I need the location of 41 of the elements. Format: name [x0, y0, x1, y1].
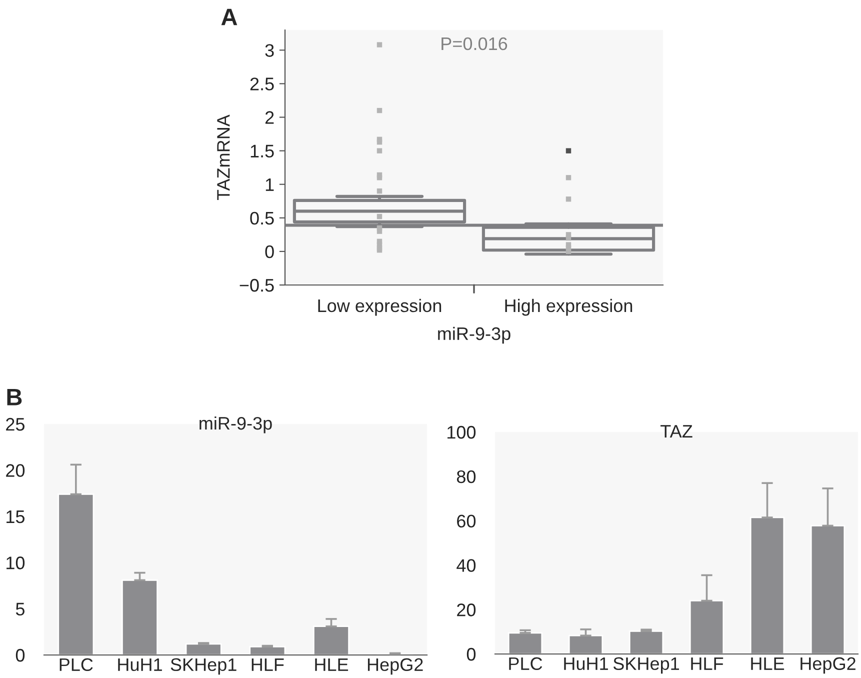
text: B — [7, 388, 22, 406]
y-tick-label: 100 — [448, 426, 476, 439]
x-tick-label: PLC — [509, 657, 542, 670]
x-tick-label: High expression — [505, 298, 632, 316]
annotation: P=0.016 — [442, 37, 508, 50]
y-tick-label: 60 — [457, 514, 476, 528]
y-tick-label: 0 — [466, 648, 476, 661]
x-tick-label: HuH1 — [118, 658, 162, 672]
y-tick-label: 0 — [265, 245, 274, 258]
chart-title: miR-9-3p — [200, 416, 272, 434]
y-tick-label: 25 — [6, 418, 24, 431]
text: A — [221, 8, 238, 26]
x-tick-label: HLE — [751, 657, 784, 670]
y-tick-label: 5 — [16, 602, 24, 616]
x-tick-label: HLF — [691, 657, 724, 670]
y-axis-title: TAZmRNA — [217, 114, 230, 200]
y-tick-label: 0.5 — [250, 212, 274, 225]
x-tick-label: HLE — [315, 658, 348, 671]
y-tick-label: 20 — [457, 604, 476, 616]
x-axis-title: miR-9-3p — [438, 326, 510, 344]
x-tick-label: SKHep1 — [170, 658, 236, 675]
x-tick-label: HuH1 — [564, 657, 608, 670]
y-tick-label: 40 — [456, 559, 476, 572]
y-tick-label: 3 — [265, 44, 274, 57]
x-tick-label: PLC — [60, 658, 93, 672]
x-tick-label: SKHep1 — [613, 657, 679, 674]
y-tick-label: 1 — [266, 178, 274, 191]
x-tick-label: HepG2 — [800, 657, 856, 674]
y-tick-label: 15 — [6, 510, 24, 524]
chart-title: TAZ — [660, 425, 692, 438]
y-tick-label: 80 — [456, 470, 476, 484]
y-tick-label: 0 — [16, 648, 25, 662]
y-tick-label: 10 — [6, 556, 25, 570]
y-tick-label: −0.5 — [240, 278, 274, 292]
x-tick-label: Low expression — [318, 298, 442, 316]
x-tick-label: HLF — [252, 658, 284, 671]
y-tick-label: 20 — [6, 464, 25, 477]
y-tick-label: 2 — [265, 111, 274, 124]
y-tick-label: 1.5 — [250, 144, 274, 158]
x-tick-label: HepG2 — [368, 658, 423, 675]
y-tick-label: 2.5 — [250, 78, 274, 90]
